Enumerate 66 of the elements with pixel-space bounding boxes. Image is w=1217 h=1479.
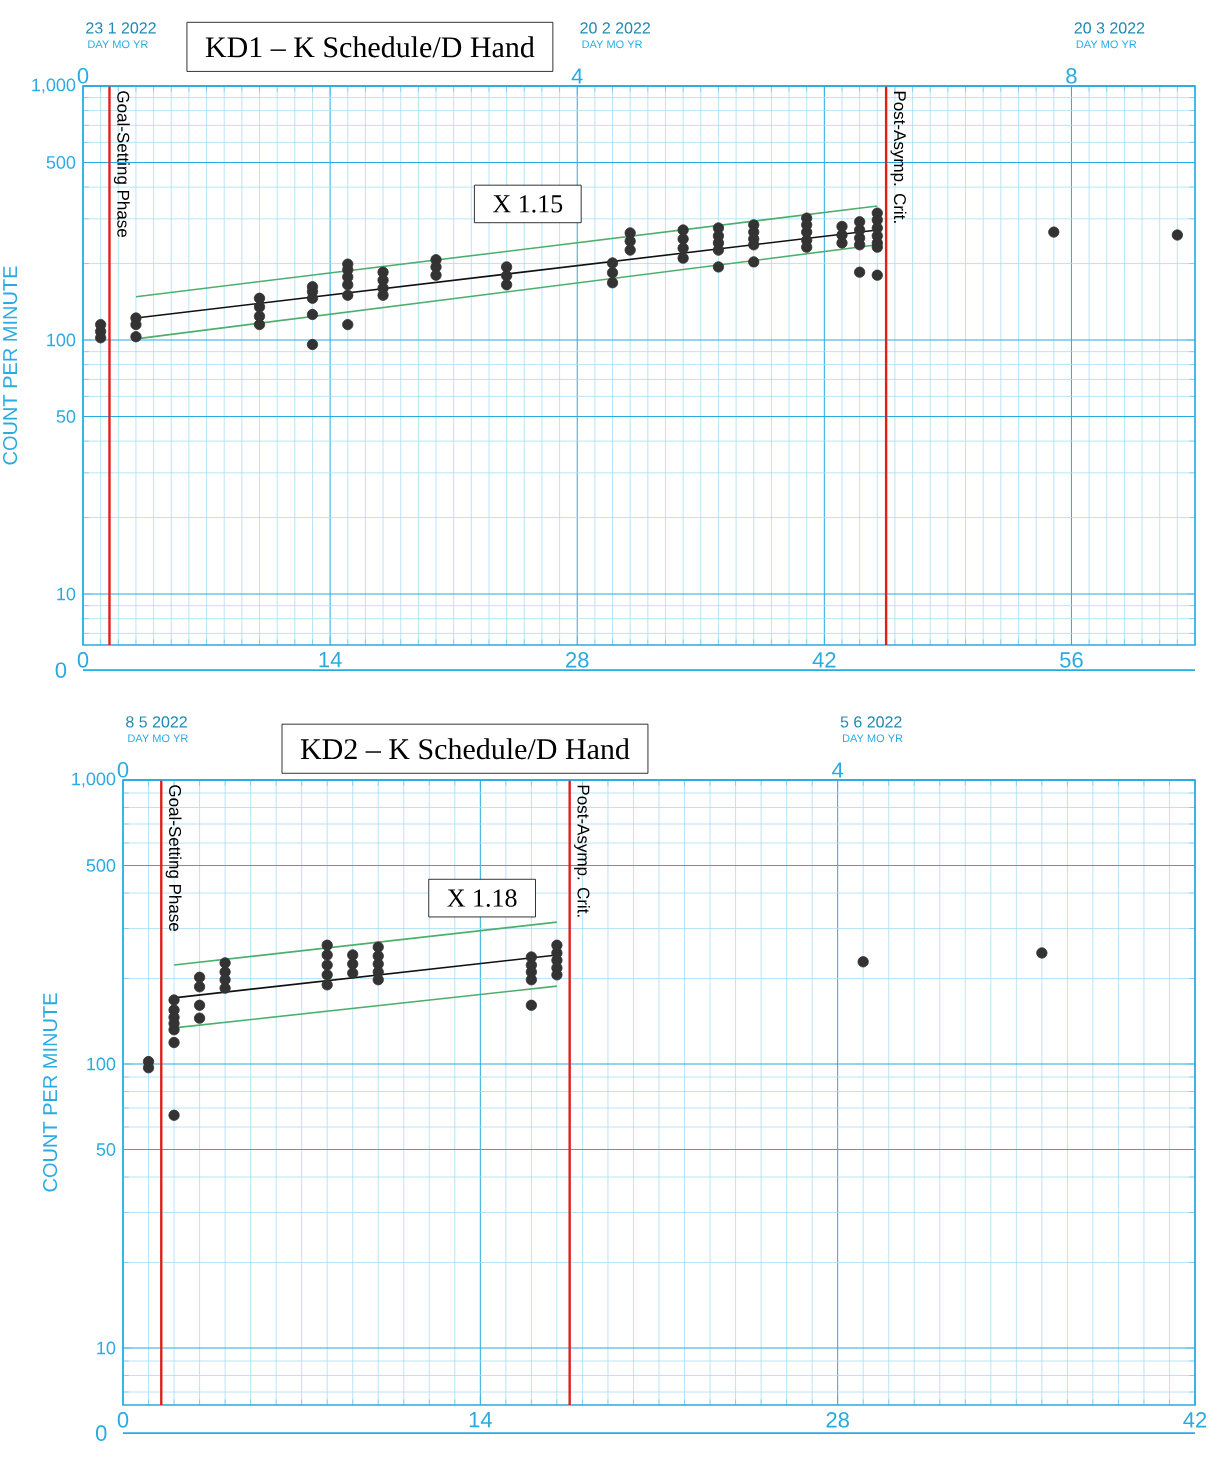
ref-line-label: Goal-Setting Phase	[165, 785, 182, 932]
annotation: X 1.15	[492, 195, 563, 213]
point	[193, 971, 206, 983]
x-tick-label: 42	[812, 652, 836, 668]
point	[168, 1109, 180, 1121]
text: DAY MO YR	[128, 734, 188, 743]
text: 5 6 2022	[840, 716, 902, 728]
point	[219, 957, 231, 969]
x-tick-label: 42	[1183, 1412, 1207, 1428]
text: 20 2 2022	[580, 22, 650, 34]
y-tick-label: 50	[56, 410, 76, 423]
x2-tick-label: 8	[1066, 68, 1077, 84]
y-tick-label: 1,000	[72, 772, 116, 788]
text: 0	[95, 1425, 107, 1441]
x-tick-label: 28	[566, 652, 589, 668]
point	[857, 956, 869, 968]
point	[525, 999, 537, 1011]
y-axis-title: COUNT PER MINUTE	[43, 993, 58, 1192]
x-tick-label: 28	[826, 1412, 849, 1428]
y-tick-label: 100	[87, 1057, 116, 1071]
point	[321, 959, 333, 971]
point	[347, 958, 359, 970]
point	[347, 967, 359, 979]
point	[321, 969, 333, 981]
text: DAY MO YR	[1076, 40, 1137, 49]
point	[1036, 947, 1048, 959]
x-tick-label: 14	[319, 652, 342, 668]
x-tick-label: 56	[1060, 652, 1083, 668]
ref-line-label: Post-Asymp. Crit.	[574, 785, 590, 917]
y-tick-label: 10	[57, 587, 76, 601]
y-tick-label: 10	[97, 1341, 116, 1355]
x-tick-label: 0	[77, 652, 89, 668]
y-axis-title: COUNT PER MINUTE	[3, 266, 18, 465]
text: 0	[55, 662, 67, 678]
text: DAY MO YR	[582, 40, 643, 49]
x2-tick-label: 0	[117, 762, 129, 778]
point	[372, 941, 384, 953]
point	[193, 1012, 206, 1024]
x2-tick-label: 4	[571, 68, 583, 84]
x-tick-label: 14	[469, 1412, 492, 1428]
y-tick-label: 100	[47, 333, 76, 347]
y-tick-label: 500	[86, 859, 116, 872]
point	[193, 981, 206, 993]
x-tick-label: 0	[117, 1412, 129, 1428]
text: 20 3 2022	[1074, 22, 1145, 34]
ref-line-label: Post-Asymp. Crit.	[890, 91, 907, 223]
text: 8 5 2022	[126, 716, 187, 728]
ref-line-label: Goal-Setting Phase	[113, 91, 130, 238]
chart-title: KD2 – K Schedule/D Hand	[300, 738, 630, 760]
chart-title: KD1 – K Schedule/D Hand	[205, 36, 535, 58]
x2-tick-label: 0	[77, 68, 89, 84]
x2-tick-label: 4	[832, 762, 844, 778]
y-tick-label: 50	[96, 1143, 116, 1156]
annotation: X 1.18	[447, 889, 517, 907]
point	[321, 979, 333, 991]
point	[321, 939, 333, 951]
point	[193, 999, 206, 1011]
y-tick-label: 1,000	[32, 78, 76, 94]
text: DAY MO YR	[88, 40, 148, 49]
y-tick-label: 500	[46, 156, 76, 169]
point	[168, 1036, 180, 1049]
point	[321, 949, 333, 961]
text: 23 1 2022	[86, 22, 156, 34]
point	[347, 949, 359, 961]
point	[168, 994, 180, 1006]
text: DAY MO YR	[842, 734, 903, 743]
